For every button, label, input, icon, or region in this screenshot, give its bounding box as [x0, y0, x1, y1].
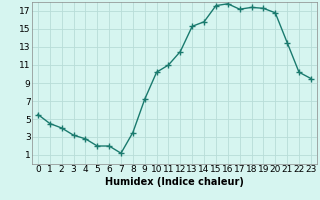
X-axis label: Humidex (Indice chaleur): Humidex (Indice chaleur)	[105, 177, 244, 187]
